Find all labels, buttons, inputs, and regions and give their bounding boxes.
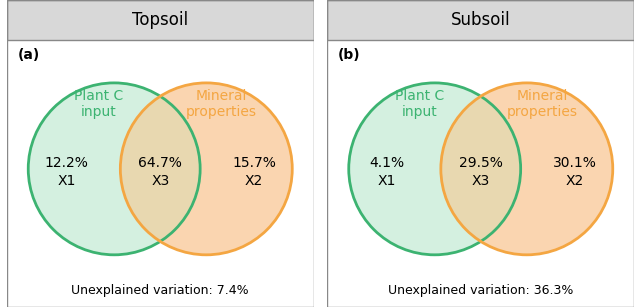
Text: (a): (a) (17, 48, 40, 62)
Text: Subsoil: Subsoil (451, 11, 511, 29)
Circle shape (121, 83, 292, 255)
Circle shape (349, 83, 520, 255)
Text: 4.1%: 4.1% (370, 156, 404, 170)
Text: Mineral
properties: Mineral properties (506, 89, 578, 119)
Text: Unexplained variation: 7.4%: Unexplained variation: 7.4% (71, 284, 249, 297)
Circle shape (28, 83, 200, 255)
Text: 29.5%: 29.5% (459, 156, 503, 170)
Text: 30.1%: 30.1% (553, 156, 596, 170)
Circle shape (28, 83, 200, 255)
Text: X1: X1 (58, 174, 76, 188)
Text: 15.7%: 15.7% (232, 156, 276, 170)
Text: X2: X2 (565, 174, 583, 188)
Text: Mineral
properties: Mineral properties (186, 89, 257, 119)
Text: (b): (b) (338, 48, 361, 62)
Text: X2: X2 (245, 174, 263, 188)
Text: Plant C
input: Plant C input (395, 89, 444, 119)
Text: Topsoil: Topsoil (132, 11, 188, 29)
Text: 64.7%: 64.7% (138, 156, 182, 170)
FancyBboxPatch shape (7, 0, 313, 40)
Text: Plant C
input: Plant C input (74, 89, 124, 119)
Text: Unexplained variation: 36.3%: Unexplained variation: 36.3% (388, 284, 574, 297)
FancyBboxPatch shape (328, 0, 634, 40)
Text: X1: X1 (378, 174, 396, 188)
Circle shape (349, 83, 520, 255)
Circle shape (441, 83, 613, 255)
Text: X3: X3 (472, 174, 490, 188)
Text: X3: X3 (151, 174, 169, 188)
Text: 12.2%: 12.2% (45, 156, 88, 170)
